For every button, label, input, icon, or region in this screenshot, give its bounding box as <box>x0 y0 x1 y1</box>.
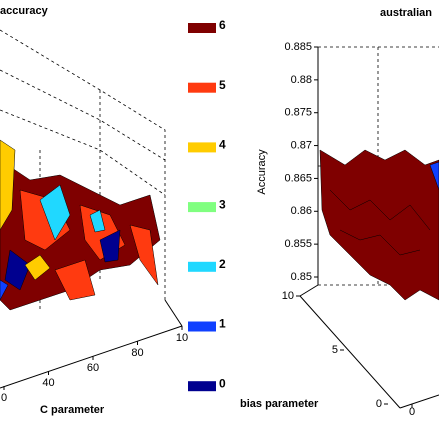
chart-title: australian <box>380 7 432 19</box>
colorbar-label: 5 <box>219 78 226 92</box>
tick-label: 0 <box>376 398 382 410</box>
colorbar-swatch <box>188 381 216 392</box>
tick-label: 10 <box>176 332 188 344</box>
z-axis-label: Accuracy <box>256 149 268 195</box>
colorbar-swatch <box>188 261 216 272</box>
colorbar-label: 3 <box>219 197 226 211</box>
colorbar-label: 6 <box>219 18 226 32</box>
tick-label: 80 <box>131 347 143 359</box>
tick-label: 0 <box>409 406 415 418</box>
tick-label: 60 <box>87 362 99 374</box>
colorbar-swatch <box>188 142 216 153</box>
colorbar-swatch <box>188 321 216 332</box>
y-axis-label: bias parameter <box>240 398 319 410</box>
tick-label: 10 <box>282 290 294 302</box>
colorbar-swatch <box>188 23 216 33</box>
colorbar-label: 1 <box>219 317 226 331</box>
colorbar-swatch <box>188 202 216 213</box>
tick-label: 0.865 <box>284 172 312 184</box>
tick-label: 0.87 <box>291 139 312 151</box>
right-surface <box>319 149 439 301</box>
tick-label: 5 <box>332 344 338 356</box>
left-surface <box>0 139 161 311</box>
colorbar-label: 4 <box>219 138 226 152</box>
tick-label: 0.88 <box>291 74 312 86</box>
colorbar-label: 2 <box>219 257 226 271</box>
tick-label: 0.85 <box>291 271 312 283</box>
tick-label: 0.885 <box>284 41 312 53</box>
colorbar-label: 0 <box>219 376 226 390</box>
tick-label: 0.875 <box>284 107 312 119</box>
chart-title: accuracy <box>0 5 49 17</box>
x-axis-label: C parameter <box>40 404 105 416</box>
colorbar-swatch <box>188 82 216 93</box>
tick-label: 0.86 <box>291 205 312 217</box>
tick-label: 40 <box>42 377 54 389</box>
tick-label: 0.855 <box>284 238 312 250</box>
tick-label: 0 <box>1 392 7 404</box>
